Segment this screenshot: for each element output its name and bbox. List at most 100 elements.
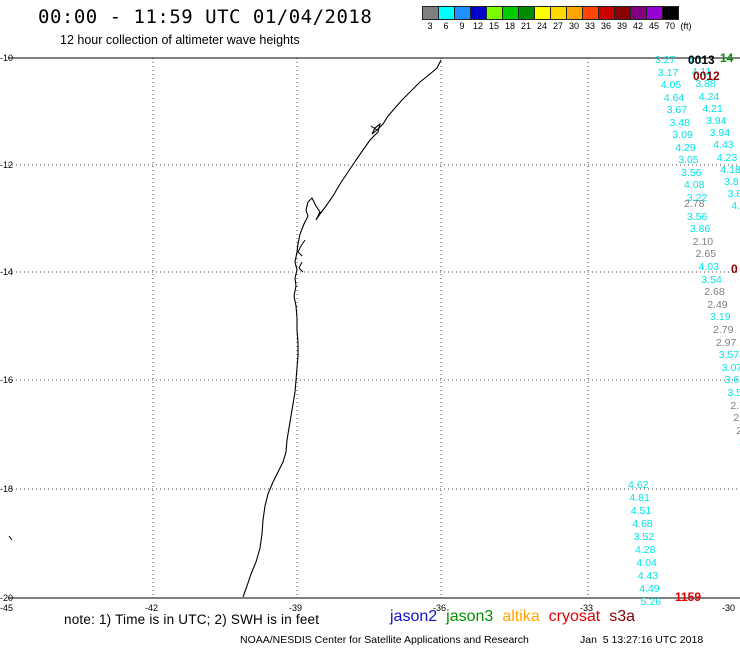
scale-label: (ft) — [680, 21, 692, 31]
wave-height-value: 3.09 — [672, 129, 693, 141]
wave-height-value: 3.94 — [706, 115, 727, 127]
scale-label: 3 — [427, 21, 433, 31]
lat-label: -14 — [0, 267, 14, 277]
wave-height-value: 4.29 — [675, 141, 696, 154]
color-scale-bar — [422, 6, 679, 20]
scale-label: 21 — [520, 21, 531, 31]
wave-height-value: 4.43 — [713, 139, 734, 152]
legend-altika: altika — [502, 608, 540, 625]
wave-height-value: 3.27 — [655, 54, 676, 66]
coastline — [242, 59, 442, 598]
wave-height-value: 3.94 — [709, 127, 731, 140]
scale-label: 9 — [459, 21, 465, 31]
wave-height-value: 4.21 — [702, 102, 723, 115]
footnote: note: 1) Time is in UTC; 2) SWH is in fe… — [64, 612, 320, 627]
lon-label: -33 — [580, 603, 594, 613]
wave-height-value: 3.07 — [721, 361, 740, 374]
wave-height-value: 4.81 — [629, 492, 650, 504]
scale-label: 18 — [504, 21, 515, 31]
wave-height-value: 4.23 — [716, 151, 738, 164]
wave-height-value: 2.78 — [684, 198, 705, 210]
wave-height-value: 2.68 — [704, 286, 725, 299]
wave-height-value: 4.04 — [636, 557, 657, 569]
wave-height-value: 3.48 — [669, 116, 690, 129]
scale-label: 39 — [616, 21, 627, 31]
wave-height-value: 2.65 — [695, 248, 717, 261]
wave-height-value: 4.62 — [628, 479, 649, 491]
wave-height-value: 4.18 — [720, 163, 740, 176]
wave-height-value: 3.19 — [710, 311, 731, 324]
scale-label: 45 — [648, 21, 659, 31]
lon-label: -39 — [289, 603, 303, 613]
legend-jason3: jason3 — [446, 608, 494, 625]
wave-height-value: 3.8 — [724, 176, 739, 188]
scale-label: 15 — [488, 21, 499, 31]
scale-label: 12 — [472, 21, 483, 31]
lat-label: -10 — [0, 53, 14, 63]
bay-islands — [8, 125, 378, 541]
track-time-label: 0012 — [693, 69, 720, 83]
track-time-label: 0013 — [688, 53, 715, 67]
wave-height-value: 4.68 — [632, 518, 653, 530]
wave-height-value: 4.28 — [635, 544, 656, 556]
wave-height-value: 4.11 — [691, 66, 712, 79]
lon-label: -30 — [722, 603, 736, 613]
wave-height-value: 3.56 — [681, 166, 702, 179]
wave-height-value: 2.97 — [715, 336, 737, 349]
wave-height-value: 2.79 — [713, 324, 734, 336]
track-time-label: 14 — [720, 51, 734, 65]
wave-height-value: 3.86 — [689, 223, 711, 236]
legend-s3a: s3a — [609, 608, 636, 625]
wave-height-value: 2.10 — [692, 235, 714, 248]
scale-label: 24 — [536, 21, 547, 31]
scale-swatch — [662, 6, 679, 20]
track-time-label: 0 — [731, 262, 738, 276]
wave-height-value: 5.26 — [640, 596, 662, 608]
wave-height-value: 3.88 — [695, 78, 716, 91]
lon-label: -42 — [145, 603, 159, 613]
wave-height-value: 3.22 — [686, 191, 708, 204]
scale-label: 33 — [584, 21, 595, 31]
legend-cryosat: cryosat — [548, 608, 601, 625]
wave-height-value: 3.57 — [718, 349, 740, 362]
wave-height-value: 3.5 — [727, 387, 740, 399]
map-title: 00:00 - 11:59 UTC 01/04/2018 — [38, 6, 373, 28]
wave-height-value: 3.17 — [657, 66, 679, 79]
wave-height-value: 2.7 — [730, 399, 740, 412]
wave-height-value: 4.05 — [660, 79, 682, 91]
lat-label: -16 — [0, 375, 14, 385]
legend-jason2: jason2 — [390, 608, 438, 625]
map-subtitle: 12 hour collection of altimeter wave hei… — [60, 33, 300, 47]
wave-height-value: 4.43 — [637, 570, 659, 582]
satellite-legend: jason2 jason3 altika cryosat s3a — [390, 608, 635, 626]
wave-height-value: 4.1 — [688, 54, 703, 66]
color-scale-labels: 3 6 9 12 15 18 21 24 27 30 33 36 39 42 45 70 (ft) — [422, 21, 694, 31]
wave-height-value: 3.05 — [678, 154, 699, 166]
lon-label: -36 — [433, 603, 447, 613]
wave-height-value: 3.52 — [633, 531, 655, 543]
lat-label: -12 — [0, 160, 14, 170]
wave-height-value: 3.69 — [724, 374, 740, 387]
scale-label: 42 — [632, 21, 643, 31]
wave-height-value: 3.54 — [701, 273, 722, 286]
wave-height-value: 2. — [733, 412, 740, 425]
scale-label: 70 — [664, 21, 675, 31]
wave-height-value: 4. — [731, 200, 740, 213]
scale-label: 36 — [600, 21, 611, 31]
wave-height-value: 4.49 — [639, 583, 660, 595]
wave-height-value: 3.56 — [686, 210, 708, 223]
wave-height-value: 2. — [736, 424, 740, 437]
lon-label: -45 — [0, 603, 14, 613]
scale-label: 27 — [552, 21, 563, 31]
wave-height-value: 3.8 — [727, 188, 740, 201]
wave-height-value: 4.08 — [684, 179, 705, 191]
latitude-gridlines — [8, 164, 740, 490]
scale-label: 30 — [568, 21, 579, 31]
wave-height-value: 3.67 — [666, 104, 688, 116]
track-time-label: 1159 — [675, 590, 702, 604]
scale-label: 6 — [443, 21, 449, 31]
lat-label: -18 — [0, 484, 14, 494]
wave-height-value: 4.24 — [698, 90, 720, 103]
wave-height-value: 4.03 — [698, 261, 719, 273]
